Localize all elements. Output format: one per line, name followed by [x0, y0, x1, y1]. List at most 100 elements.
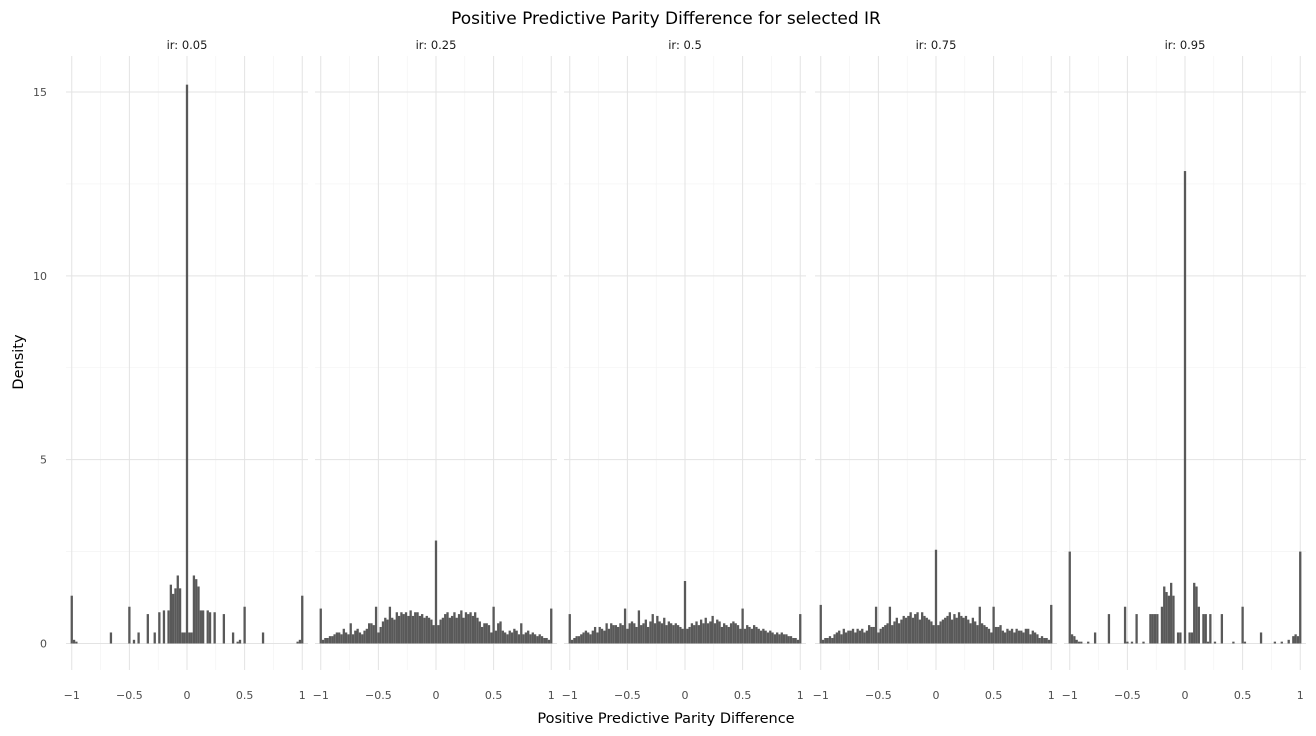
histogram-bar [1206, 641, 1210, 644]
histogram-bar [879, 628, 882, 644]
histogram-bar [985, 626, 988, 644]
facet-panel: ir: 0.25 −1 −0.5 0 0.5 1 [313, 38, 557, 702]
histogram-bar [453, 612, 456, 644]
histogram-bar [1299, 551, 1302, 644]
histogram-bar [773, 634, 777, 644]
histogram-bar [787, 636, 790, 644]
histogram-bar [485, 623, 488, 644]
histogram-bar [713, 623, 717, 644]
histogram-bar [757, 628, 760, 644]
histogram-bar [690, 623, 694, 644]
histogram-bar [921, 612, 924, 644]
histogram-bar [381, 621, 385, 644]
histogram-bar [792, 637, 795, 644]
histogram-bar [706, 623, 710, 644]
histogram-bar [927, 619, 931, 644]
histogram-bar [750, 628, 753, 644]
histogram-bar [617, 626, 620, 644]
histogram-bar [1172, 595, 1175, 644]
histogram-bar [630, 621, 634, 644]
histogram-bar [679, 626, 682, 644]
histogram-bar [907, 615, 910, 644]
histogram-bar [506, 634, 509, 644]
histogram-bar [819, 604, 822, 644]
chart-title: Positive Predictive Parity Difference fo… [451, 9, 881, 29]
histogram-bar [575, 636, 578, 644]
histogram-bar [939, 621, 942, 644]
facet-panel: ir: 0.05 −1 −0.5 0 0.5 1 [64, 38, 308, 702]
histogram-bar [331, 636, 334, 644]
histogram-bar [1190, 632, 1194, 644]
histogram-bar [725, 625, 728, 644]
histogram-bar [640, 625, 643, 644]
histogram-bar [1126, 641, 1129, 644]
histogram-bar [835, 632, 839, 644]
histogram-bar [328, 636, 332, 644]
histogram-bar [137, 632, 140, 644]
histogram-bar [1038, 637, 1041, 644]
histogram-bar [916, 612, 919, 644]
histogram-bar [462, 617, 465, 644]
histogram-bar [1087, 641, 1090, 644]
histogram-bar [363, 630, 366, 644]
histogram-bar [513, 628, 516, 644]
x-tick-label: −1 [313, 689, 329, 702]
histogram-bar [621, 625, 624, 644]
histogram-bar [897, 623, 901, 644]
histogram-bar [628, 623, 631, 644]
histogram-bar [718, 621, 721, 644]
histogram-bar [1296, 636, 1300, 644]
histogram-bar [400, 612, 403, 644]
histogram-bar [547, 639, 551, 644]
histogram-bar [515, 630, 518, 644]
x-tick-label: 0 [433, 689, 440, 702]
x-tick-label: −0.5 [116, 689, 143, 702]
histogram-bar [185, 84, 189, 644]
histogram-bar [842, 628, 845, 644]
histogram-bar [693, 625, 696, 644]
histogram-bar [971, 617, 975, 644]
histogram-bar [545, 637, 548, 644]
histogram-bar [1130, 641, 1134, 644]
histogram-bar [946, 615, 949, 644]
histogram-bar [762, 628, 765, 644]
histogram-bar [780, 632, 783, 644]
histogram-bar [1020, 630, 1023, 644]
histogram-bar [884, 625, 887, 644]
histogram-bar [902, 615, 905, 644]
histogram-bar [1241, 606, 1244, 644]
histogram-bar [711, 615, 714, 644]
histogram-bar [932, 625, 935, 644]
x-axis-title: Positive Predictive Parity Difference [537, 711, 794, 727]
histogram-bar [702, 623, 705, 644]
histogram-bar [167, 610, 170, 644]
x-tick-label: 0 [933, 689, 940, 702]
histogram-bar [649, 621, 652, 644]
histogram-bar [603, 630, 606, 644]
histogram-bar [771, 632, 774, 644]
histogram-bar [1013, 632, 1016, 644]
histogram-bar [349, 623, 352, 644]
y-tick-label: 5 [40, 454, 47, 467]
facet-panel: ir: 0.5 −1 −0.5 0 0.5 1 [562, 38, 806, 702]
histogram-bar [358, 632, 362, 644]
histogram-bar [1287, 639, 1290, 644]
histogram-bar [208, 612, 212, 644]
histogram-bar [651, 614, 654, 644]
x-tick-label: −1 [64, 689, 80, 702]
x-tick-label: 0.5 [1234, 689, 1252, 702]
histogram-bar [891, 625, 894, 644]
histogram-bar [840, 634, 843, 644]
histogram-bar [821, 639, 825, 644]
histogram-bar [681, 628, 684, 644]
histogram-bar [1160, 606, 1164, 644]
histogram-bar [960, 615, 963, 644]
histogram-bar [1017, 630, 1021, 644]
histogram-bar [132, 639, 136, 644]
histogram-bar [1045, 637, 1048, 644]
histogram-bar [584, 630, 588, 644]
histogram-bar [356, 628, 359, 644]
histogram-bar [492, 606, 495, 644]
histogram-bar [962, 617, 965, 644]
histogram-bar [610, 623, 613, 644]
